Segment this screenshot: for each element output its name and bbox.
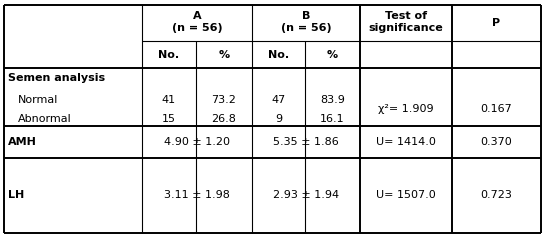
Text: 47: 47 (271, 95, 286, 105)
Text: U= 1507.0: U= 1507.0 (376, 190, 436, 200)
Text: 26.8: 26.8 (211, 114, 237, 124)
Text: AMH: AMH (8, 137, 37, 147)
Text: 16.1: 16.1 (320, 114, 345, 124)
Text: A
(n = 56): A (n = 56) (172, 11, 222, 33)
Text: 3.11 ± 1.98: 3.11 ± 1.98 (164, 190, 230, 200)
Text: χ²= 1.909: χ²= 1.909 (378, 104, 434, 114)
Text: 0.370: 0.370 (481, 137, 512, 147)
Text: 2.93 ± 1.94: 2.93 ± 1.94 (273, 190, 339, 200)
Text: No.: No. (268, 50, 289, 60)
Text: 41: 41 (162, 95, 176, 105)
Text: U= 1414.0: U= 1414.0 (376, 137, 436, 147)
Text: No.: No. (159, 50, 179, 60)
Text: 83.9: 83.9 (320, 95, 345, 105)
Text: Test of
significance: Test of significance (368, 11, 444, 33)
Text: %: % (219, 50, 229, 60)
Text: 0.167: 0.167 (481, 104, 512, 114)
Text: 4.90 ± 1.20: 4.90 ± 1.20 (164, 137, 230, 147)
Text: LH: LH (8, 190, 24, 200)
Text: 73.2: 73.2 (211, 95, 237, 105)
Text: P: P (493, 18, 500, 28)
Text: Abnormal: Abnormal (18, 114, 72, 124)
Text: 5.35 ± 1.86: 5.35 ± 1.86 (273, 137, 339, 147)
Text: 0.723: 0.723 (481, 190, 512, 200)
Text: Semen analysis: Semen analysis (8, 73, 105, 83)
Text: Normal: Normal (18, 95, 58, 105)
Text: 15: 15 (162, 114, 176, 124)
Text: B
(n = 56): B (n = 56) (281, 11, 331, 33)
Text: 9: 9 (275, 114, 282, 124)
Text: %: % (327, 50, 338, 60)
